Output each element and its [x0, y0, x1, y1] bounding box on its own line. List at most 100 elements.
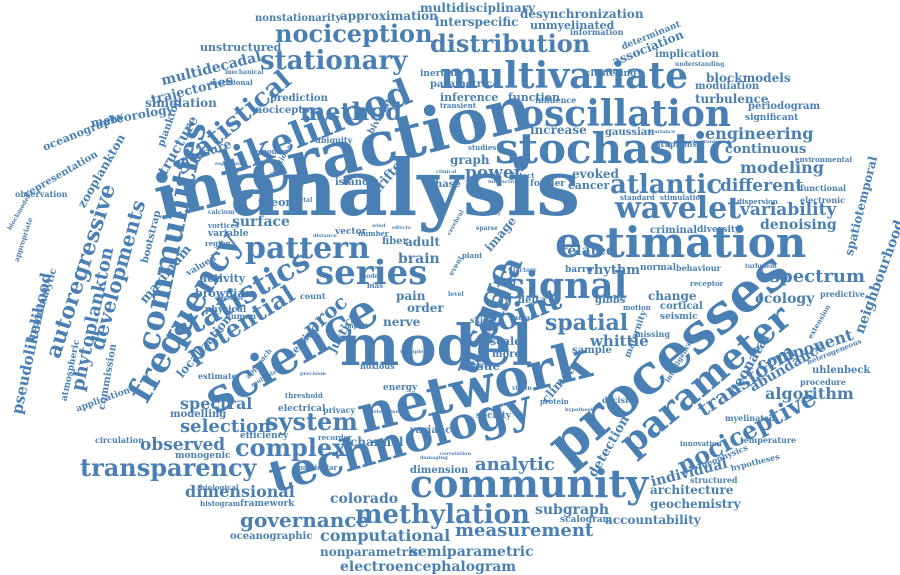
word-semiparametric: semiparametric — [410, 544, 534, 560]
word-theory: theory — [258, 196, 298, 209]
word-estimate: estimate — [198, 371, 237, 381]
word-modeling: modeling — [740, 158, 824, 177]
word-related: related — [560, 243, 616, 259]
word-influence: influence — [535, 95, 577, 105]
word-response: response — [250, 147, 286, 156]
word-detect: detect — [510, 171, 535, 180]
word-oscillation: oscillation — [520, 93, 732, 135]
word-circulation: circulation — [95, 435, 144, 445]
word-electronic: electronic — [800, 195, 846, 205]
word-missing: missing — [635, 329, 670, 339]
word-scale: scale — [490, 335, 522, 348]
word-calcium: calcium — [208, 209, 235, 216]
word-periodogram: periodogram — [748, 101, 821, 112]
word-complex: complex — [235, 433, 347, 462]
word-level: level — [448, 291, 464, 298]
word-sample: sample — [572, 345, 612, 356]
word-physical: physical — [205, 305, 247, 315]
word-ecology: ecology — [755, 291, 815, 307]
word-pattern: pattern — [245, 231, 370, 266]
word-activity: activity — [200, 272, 246, 285]
word-cancer: cancer — [568, 179, 610, 192]
word-community: community — [410, 461, 649, 506]
word-damaging: damaging — [420, 455, 448, 461]
word-barro: barro — [565, 265, 593, 275]
word-delta: delta — [518, 295, 547, 306]
word-noxious: noxious — [360, 361, 395, 371]
word-unmyelinated: unmyelinated — [530, 19, 615, 32]
word-human: human — [225, 311, 257, 321]
word-fractal: fractal — [290, 197, 313, 204]
word-multivariate: multivariate — [440, 55, 688, 97]
word-bias: bias — [367, 281, 384, 290]
word-radial: radial — [510, 313, 533, 322]
word-fiber: fiber — [382, 236, 408, 247]
word-count: count — [300, 291, 326, 301]
word-spatial: spatial — [545, 310, 629, 336]
word-different: different — [720, 176, 804, 196]
word-evoked: evoked — [572, 167, 619, 181]
word-geochemistry: geochemistry — [650, 497, 741, 511]
word-atlantic: atlantic — [610, 170, 723, 200]
word-modulation: modulation — [695, 81, 760, 92]
word-dimensional: dimensional — [185, 482, 295, 501]
word-computational: computational — [320, 526, 451, 545]
word-transient: transient — [440, 101, 476, 110]
word-correlation: correlation — [440, 451, 472, 457]
word-dimension: dimension — [410, 465, 469, 476]
word-determined: determined — [370, 409, 403, 415]
word-stochastic: stochastic — [495, 124, 734, 173]
word-power: power — [465, 163, 523, 183]
word-estimation: estimation — [555, 218, 807, 267]
word-threshold: threshold — [285, 391, 323, 400]
word-measurement: measurement — [455, 520, 594, 541]
word-multidisciplinary: multidisciplinary — [420, 1, 535, 15]
word-graphons: graphons — [655, 139, 698, 149]
word-artificial: artificial — [468, 363, 492, 369]
word-order: order — [407, 301, 444, 315]
word-decision: decision — [602, 395, 640, 405]
word-whittle: whittle — [590, 332, 649, 350]
word-rhythm: rhythm — [587, 263, 641, 278]
word-motion: motion — [623, 303, 651, 312]
word-observed: observed — [140, 435, 226, 455]
word-series: series — [315, 253, 428, 293]
word-subgraph: subgraph — [535, 502, 610, 518]
word-analytic: analytic — [475, 454, 555, 475]
word-normal: normal — [640, 263, 677, 273]
word-significant: significant — [745, 113, 799, 123]
word-model-small: model — [360, 273, 381, 280]
word-ubiquity: ubiquity — [315, 135, 353, 145]
word-variance: variance — [410, 425, 458, 436]
word-clustering: clustering — [585, 69, 637, 79]
word-myelinated: myelinated — [725, 413, 775, 423]
word-dispersion: dispersion — [737, 197, 778, 206]
word-architecture: architecture — [650, 483, 734, 497]
word-energy: energy — [383, 383, 418, 393]
word-sparse: sparse — [476, 225, 498, 232]
word-precision: precision — [300, 371, 326, 377]
word-interspecific: interspecific — [435, 15, 519, 29]
word-factory: factory — [513, 267, 537, 274]
word-colorado: colorado — [330, 491, 399, 507]
word-electronics: electronics — [690, 139, 721, 145]
word-wavelet: wavelet — [615, 191, 742, 226]
word-method: method — [300, 97, 402, 126]
word-unstructured: unstructured — [200, 41, 282, 54]
word-operator: operator — [215, 295, 244, 302]
word-spatiotemporal: spatiotemporal — [841, 154, 881, 258]
word-signal: signal — [505, 265, 628, 307]
word-gaussian: gaussian — [605, 127, 655, 138]
word-inference: inference — [440, 91, 499, 104]
word-vision: vision — [512, 385, 532, 392]
word-pain: pain — [396, 289, 426, 303]
word-analysis: analysis — [230, 143, 581, 234]
word-procedure: procedure — [800, 377, 846, 387]
word-modelling: modelling — [170, 409, 227, 420]
word-functional: functional — [800, 183, 847, 193]
word-region: region — [205, 239, 231, 248]
word-phase: phase — [428, 179, 461, 190]
word-number: number — [358, 229, 389, 238]
word-graph: graph — [450, 153, 490, 167]
